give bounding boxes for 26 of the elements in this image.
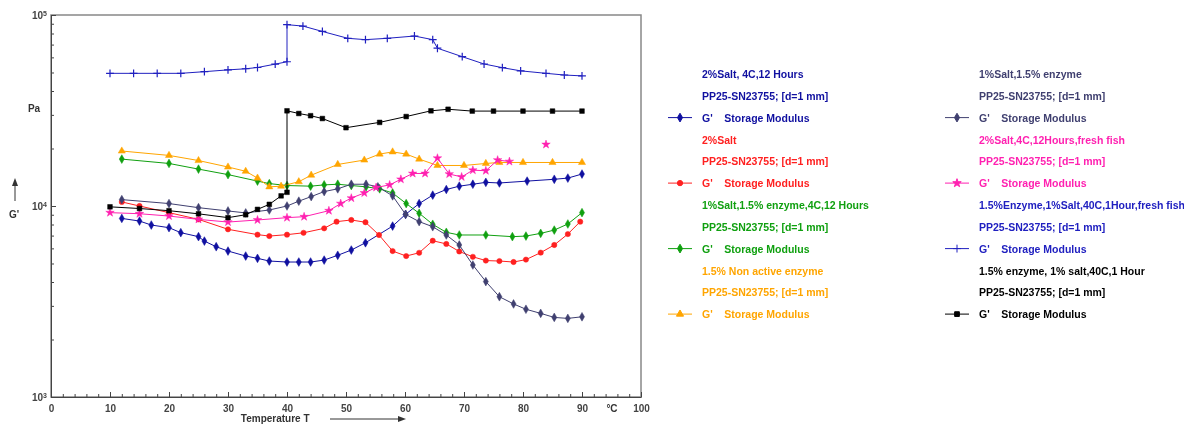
- x-tick-label: 100: [633, 403, 651, 414]
- y-tick-label: 10$^{4}$: [31, 200, 48, 212]
- x-axis-title: Temperature T: [240, 413, 310, 424]
- x-tick-label: 80: [517, 403, 530, 414]
- x-tick-label: 20: [163, 403, 176, 414]
- x-tick-label: 90: [576, 403, 589, 414]
- text: 1.5% enzyme, 1% salt,40C,1 Hour PP25-SN23755; [d=1 mm] G' Storage Modulus: [979, 264, 1145, 321]
- x-tick-label: 0: [48, 403, 55, 414]
- text: 2%Salt,4C,12Hours,fresh fish PP25-SN23755; [d=1 mm] G' Storage Modulus: [979, 133, 1125, 190]
- text: °C: [606, 403, 618, 414]
- x-tick-label: 50: [340, 403, 353, 414]
- y-tick-label: 10$^{5}$: [31, 9, 48, 21]
- y-tick-label: 10$^{3}$: [31, 391, 48, 403]
- text: 1%Salt,1.5% enzyme,4C,12 Hours PP25-SN23755; [d=1 mm] G' Storage Modulus: [702, 199, 870, 255]
- text: 2%Salt, 4C,12 Hours PP25-SN23755; [d=1 mm] G' Storage Modulus: [702, 68, 829, 124]
- text: 1.5% Non active enzyme PP25-SN23755; [d=1 mm] G' Storage Modulus: [702, 264, 829, 321]
- x-tick-label: 30: [222, 403, 235, 414]
- text: 1%Salt,1.5% enzyme PP25-SN23755; [d=1 mm] G' Storage Modulus: [979, 68, 1106, 124]
- text: 2%Salt PP25-SN23755; [d=1 mm] G' Storage Modulus: [702, 133, 829, 190]
- x-tick-label: 70: [458, 403, 471, 414]
- x-tick-label: 40: [281, 403, 294, 414]
- text: Pa: [27, 103, 41, 114]
- text: 1.5%Enzyme,1%Salt,40C,1Hour,fresh fish PP25-SN23755; [d=1 mm] G' Storage Modulus: [979, 199, 1184, 255]
- y-axis-title: G': [8, 209, 20, 220]
- x-tick-label: 10: [104, 403, 117, 414]
- x-tick-label: 60: [399, 403, 412, 414]
